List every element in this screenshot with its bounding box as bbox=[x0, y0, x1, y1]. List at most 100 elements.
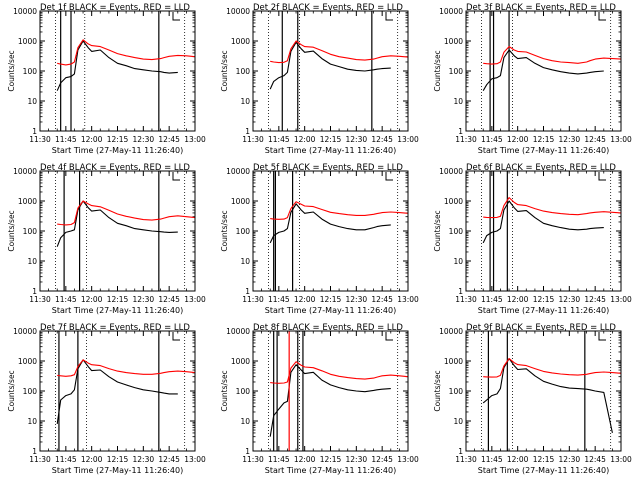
x-tick-label: 11:45 bbox=[55, 135, 77, 144]
x-tick-label: 12:15 bbox=[320, 295, 342, 304]
y-tick-label: 100 bbox=[449, 67, 464, 76]
x-tick-label: 12:30 bbox=[559, 135, 581, 144]
x-tick-label: 12:15 bbox=[320, 135, 342, 144]
x-tick-label: 12:30 bbox=[559, 455, 581, 464]
y-tick-label: 10000 bbox=[226, 7, 250, 16]
chart-panel-8: 1 10 100 1000 10000 11:30 11:45 12:00 12:15 12:30… bbox=[220, 323, 419, 475]
x-axis-label: Start Time (27-May-11 11:26:40) bbox=[265, 306, 396, 315]
x-axis-label: Start Time (27-May-11 11:26:40) bbox=[478, 306, 609, 315]
y-tick-label: 10 bbox=[453, 257, 463, 266]
y-tick-label: 10 bbox=[240, 257, 250, 266]
y-tick-label: 10000 bbox=[13, 7, 37, 16]
x-tick-label: 12:45 bbox=[584, 295, 606, 304]
x-axis-label: Start Time (27-May-11 11:26:40) bbox=[265, 146, 396, 155]
x-axis-label: Start Time (27-May-11 11:26:40) bbox=[52, 306, 183, 315]
x-tick-label: 11:30 bbox=[242, 135, 264, 144]
x-tick-label: 12:00 bbox=[294, 455, 316, 464]
series-line-lld bbox=[270, 40, 409, 64]
corner-marker bbox=[172, 172, 180, 181]
x-tick-label: 11:30 bbox=[29, 455, 51, 464]
y-tick-label: 1000 bbox=[444, 37, 463, 46]
x-tick-label: 12:00 bbox=[507, 455, 529, 464]
corner-marker bbox=[385, 172, 393, 181]
y-tick-label: 10000 bbox=[226, 327, 250, 336]
x-tick-label: 11:45 bbox=[268, 455, 290, 464]
x-tick-label: 11:30 bbox=[29, 135, 51, 144]
corner-marker bbox=[385, 12, 393, 21]
y-tick-label: 1 bbox=[32, 287, 37, 296]
x-tick-label: 12:15 bbox=[320, 455, 342, 464]
corner-marker bbox=[172, 12, 180, 21]
y-axis-label: Counts/sec bbox=[220, 370, 229, 411]
x-tick-label: 13:00 bbox=[610, 295, 632, 304]
plot-frame bbox=[252, 330, 409, 452]
y-axis-label: Counts/sec bbox=[220, 50, 229, 91]
series-line-events bbox=[482, 358, 613, 434]
y-tick-label: 1 bbox=[245, 287, 250, 296]
y-tick-label: 10 bbox=[453, 417, 463, 426]
x-tick-label: 11:45 bbox=[481, 135, 503, 144]
series-line-lld bbox=[483, 197, 622, 219]
y-tick-label: 1 bbox=[245, 447, 250, 456]
y-tick-label: 100 bbox=[236, 387, 251, 396]
y-tick-label: 100 bbox=[23, 387, 38, 396]
x-tick-label: 11:45 bbox=[481, 455, 503, 464]
y-tick-label: 1 bbox=[32, 127, 37, 136]
y-tick-label: 1000 bbox=[231, 357, 250, 366]
panel-title: Det 2f BLACK = Events, RED = LLD bbox=[253, 3, 403, 13]
series-line-events bbox=[269, 364, 391, 437]
y-tick-label: 1 bbox=[458, 447, 463, 456]
series-line-lld bbox=[483, 358, 622, 378]
x-tick-label: 12:45 bbox=[158, 135, 180, 144]
y-tick-label: 1000 bbox=[18, 357, 37, 366]
y-tick-label: 1000 bbox=[231, 37, 250, 46]
x-tick-label: 12:00 bbox=[294, 135, 316, 144]
x-tick-label: 12:00 bbox=[81, 455, 103, 464]
y-tick-label: 1000 bbox=[18, 197, 37, 206]
y-tick-label: 10 bbox=[27, 97, 37, 106]
y-tick-label: 100 bbox=[236, 227, 251, 236]
corner-marker bbox=[172, 332, 180, 341]
x-tick-label: 11:30 bbox=[29, 295, 51, 304]
series-line-lld bbox=[270, 361, 409, 384]
corner-marker bbox=[598, 12, 606, 21]
series-line-lld bbox=[57, 359, 196, 377]
x-tick-label: 11:30 bbox=[242, 455, 264, 464]
x-tick-label: 11:30 bbox=[242, 295, 264, 304]
plot-frame bbox=[465, 170, 622, 292]
x-tick-label: 12:00 bbox=[507, 135, 529, 144]
corner-marker bbox=[385, 332, 393, 341]
plot-frame bbox=[465, 330, 622, 452]
x-tick-label: 12:15 bbox=[107, 135, 129, 144]
x-tick-label: 12:15 bbox=[533, 455, 555, 464]
series-line-events bbox=[56, 200, 178, 247]
panel-title: Det 7f BLACK = Events, RED = LLD bbox=[40, 323, 190, 333]
x-tick-label: 11:30 bbox=[455, 135, 477, 144]
x-tick-label: 11:30 bbox=[455, 295, 477, 304]
y-tick-label: 10000 bbox=[439, 7, 463, 16]
y-axis-label: Counts/sec bbox=[7, 50, 16, 91]
plot-frame bbox=[252, 10, 409, 132]
series-line-events bbox=[56, 359, 178, 424]
series-line-events bbox=[482, 49, 604, 91]
y-tick-label: 100 bbox=[449, 227, 464, 236]
x-tick-label: 12:45 bbox=[584, 135, 606, 144]
y-tick-label: 10 bbox=[27, 417, 37, 426]
x-axis-label: Start Time (27-May-11 11:26:40) bbox=[478, 466, 609, 475]
x-tick-label: 12:30 bbox=[346, 295, 368, 304]
x-tick-label: 12:30 bbox=[133, 135, 155, 144]
y-axis-label: Counts/sec bbox=[433, 210, 442, 251]
x-tick-label: 12:45 bbox=[158, 455, 180, 464]
x-tick-label: 12:45 bbox=[371, 295, 393, 304]
x-tick-label: 12:45 bbox=[371, 455, 393, 464]
chart-panel-9: 1 10 100 1000 10000 11:30 11:45 12:00 12:15 12:30… bbox=[433, 323, 632, 475]
x-tick-label: 13:00 bbox=[397, 455, 419, 464]
x-tick-label: 13:00 bbox=[610, 135, 632, 144]
x-tick-label: 11:45 bbox=[55, 295, 77, 304]
chart-panel-5: 1 10 100 1000 10000 11:30 11:45 12:00 12:15 12:30… bbox=[220, 163, 419, 315]
chart-panel-4: 1 10 100 1000 10000 11:30 11:45 12:00 12:15 12:30… bbox=[7, 163, 206, 315]
plot-frame bbox=[465, 10, 622, 132]
series-line-events bbox=[482, 200, 604, 244]
x-tick-label: 12:45 bbox=[584, 455, 606, 464]
